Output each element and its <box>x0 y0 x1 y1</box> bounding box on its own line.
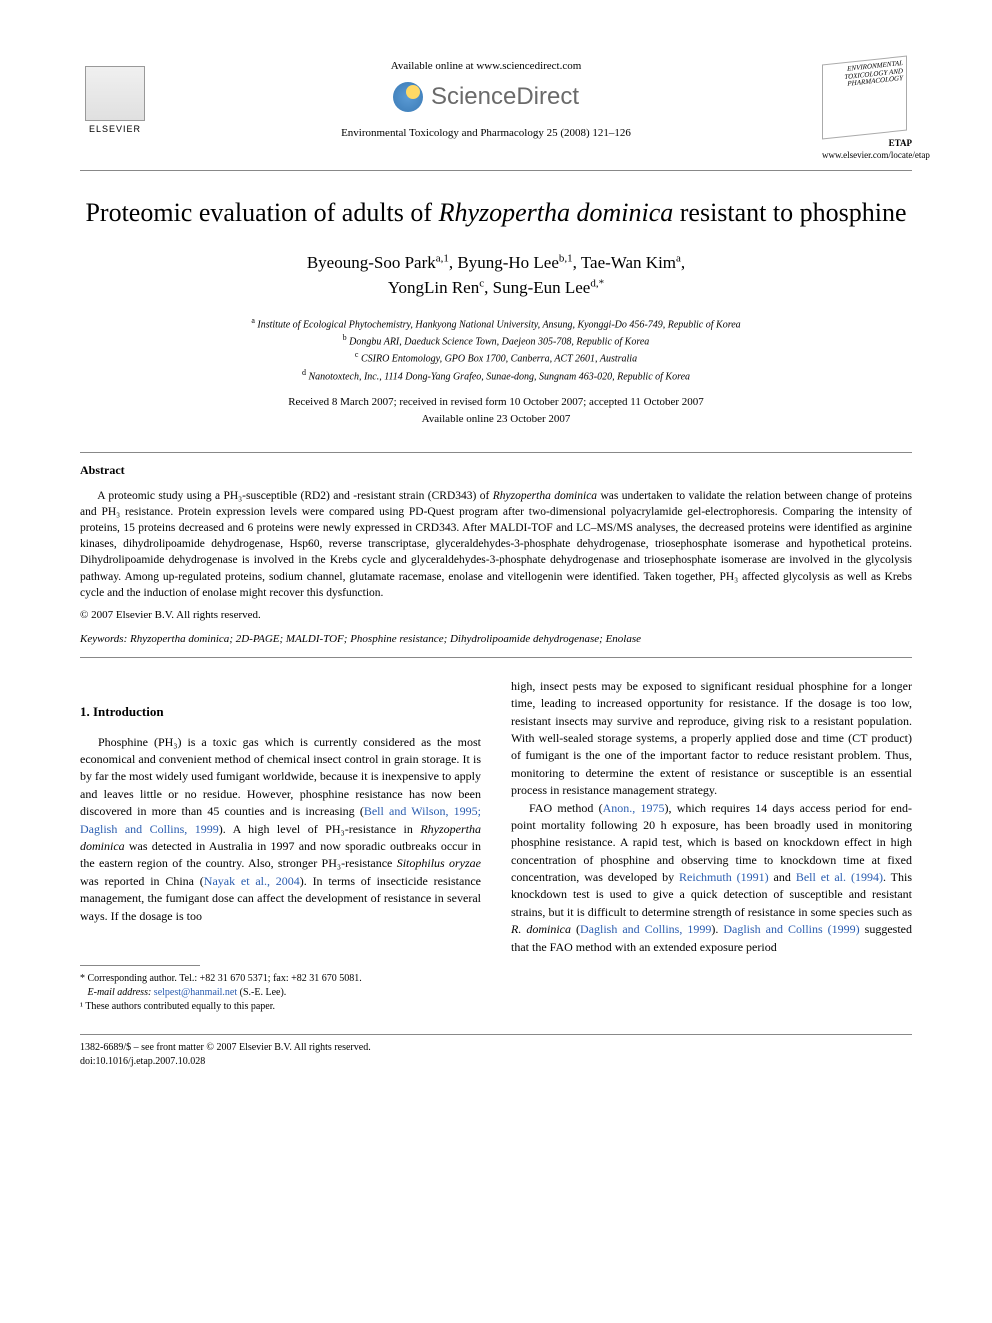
corresponding-author: * Corresponding author. Tel.: +82 31 670… <box>80 972 481 986</box>
journal-reference: Environmental Toxicology and Pharmacolog… <box>170 127 802 139</box>
affil-d: Nanotoxtech, Inc., 1114 Dong-Yang Grafeo… <box>308 371 690 382</box>
author-5: Sung-Eun Lee <box>493 278 591 297</box>
affil-a: Institute of Ecological Phytochemistry, … <box>257 319 740 330</box>
abstract-top-divider <box>80 452 912 453</box>
keywords-label: Keywords: <box>80 633 127 645</box>
journal-cover-block: ENVIRONMENTAL TOXICOLOGY AND PHARMACOLOG… <box>822 60 912 160</box>
abstract-post: was undertaken to validate the relation … <box>80 490 912 599</box>
header-divider <box>80 170 912 171</box>
affil-c: CSIRO Entomology, GPO Box 1700, Canberra… <box>361 354 637 365</box>
elsevier-logo: ELSEVIER <box>80 60 150 140</box>
p2-a: FAO method ( <box>529 801 603 815</box>
ref-bell-etal[interactable]: Bell et al. (1994) <box>796 870 883 884</box>
p2-f: ). <box>711 922 723 936</box>
intro-heading: 1. Introduction <box>80 703 481 722</box>
email-line: E-mail address: selpest@hanmail.net (S.-… <box>80 986 481 1000</box>
sciencedirect-logo: ScienceDirect <box>170 82 802 112</box>
intro-p1-left: Phosphine (PH₃) is a toxic gas which is … <box>80 734 481 925</box>
two-column-body: 1. Introduction Phosphine (PH₃) is a tox… <box>80 678 912 1014</box>
center-header: Available online at www.sciencedirect.co… <box>150 60 822 139</box>
p1-b: ). A high level of PH₃-resistance in <box>219 822 421 836</box>
keywords-species: Rhyzopertha dominica <box>130 633 229 645</box>
doi-line: doi:10.1016/j.etap.2007.10.028 <box>80 1055 912 1069</box>
author-1-sup: a,1 <box>436 252 449 264</box>
author-2: Byung-Ho Lee <box>457 253 559 272</box>
left-column: 1. Introduction Phosphine (PH₃) is a tox… <box>80 678 481 1014</box>
p2-e: ( <box>571 922 580 936</box>
p1-d: was reported in China ( <box>80 874 204 888</box>
affil-b: Dongbu ARI, Daeduck Science Town, Daejeo… <box>349 336 649 347</box>
keywords-block: Keywords: Rhyzopertha dominica; 2D-PAGE;… <box>80 633 912 645</box>
journal-url: www.elsevier.com/locate/etap <box>822 150 912 160</box>
author-2-sup: b,1 <box>559 252 573 264</box>
affiliations-block: a Institute of Ecological Phytochemistry… <box>80 315 912 384</box>
etap-label: ETAP <box>822 138 912 148</box>
intro-p2: FAO method (Anon., 1975), which requires… <box>511 800 912 957</box>
bottom-bar: 1382-6689/$ – see front matter © 2007 El… <box>80 1034 912 1069</box>
right-column: high, insect pests may be exposed to sig… <box>511 678 912 1014</box>
p1-species2: Sitophilus oryzae <box>397 856 481 870</box>
ref-nayak[interactable]: Nayak et al., 2004 <box>204 874 300 888</box>
sciencedirect-icon <box>393 82 423 112</box>
available-online-text: Available online at www.sciencedirect.co… <box>170 60 802 72</box>
author-3-sup: a <box>676 252 681 264</box>
footnote-divider <box>80 965 200 966</box>
author-4-sup: c <box>479 278 484 290</box>
author-4: YongLin Ren <box>388 278 479 297</box>
abstract-heading: Abstract <box>80 463 912 478</box>
title-species: Rhyzopertha dominica <box>439 198 674 227</box>
keywords-rest: ; 2D-PAGE; MALDI-TOF; Phosphine resistan… <box>229 633 641 645</box>
date-received: Received 8 March 2007; received in revis… <box>288 396 704 408</box>
equal-contrib: ¹ These authors contributed equally to t… <box>80 1000 481 1014</box>
email-address[interactable]: selpest@hanmail.net <box>154 987 237 998</box>
issn-line: 1382-6689/$ – see front matter © 2007 El… <box>80 1041 912 1055</box>
p2-c: and <box>769 870 796 884</box>
ref-reichmuth[interactable]: Reichmuth (1991) <box>679 870 769 884</box>
elsevier-text: ELSEVIER <box>89 124 141 134</box>
ref-anon[interactable]: Anon., 1975 <box>603 801 665 815</box>
sciencedirect-text: ScienceDirect <box>431 83 579 111</box>
author-1: Byeoung-Soo Park <box>307 253 436 272</box>
author-3: Tae-Wan Kim <box>581 253 676 272</box>
email-post: (S.-E. Lee). <box>237 987 286 998</box>
p2-species: R. dominica <box>511 922 571 936</box>
ref-daglish-2[interactable]: Daglish and Collins (1999) <box>723 922 859 936</box>
abstract-body: A proteomic study using a PH₃-susceptibl… <box>80 488 912 601</box>
header-row: ELSEVIER Available online at www.science… <box>80 60 912 160</box>
email-label: E-mail address: <box>88 987 152 998</box>
abstract-species: Rhyzopertha dominica <box>493 490 597 502</box>
abstract-bottom-divider <box>80 657 912 658</box>
title-pre: Proteomic evaluation of adults of <box>85 198 438 227</box>
author-5-sup: d,* <box>590 278 604 290</box>
abstract-pre: A proteomic study using a PH₃-susceptibl… <box>97 490 492 502</box>
abstract-copyright: © 2007 Elsevier B.V. All rights reserved… <box>80 609 912 621</box>
ref-daglish-1[interactable]: Daglish and Collins, 1999 <box>580 922 711 936</box>
dates-block: Received 8 March 2007; received in revis… <box>80 394 912 427</box>
authors-block: Byeoung-Soo Parka,1, Byung-Ho Leeb,1, Ta… <box>80 250 912 301</box>
intro-p1-right: high, insect pests may be exposed to sig… <box>511 678 912 800</box>
footnotes-block: * Corresponding author. Tel.: +82 31 670… <box>80 972 481 1014</box>
elsevier-tree-icon <box>85 66 145 121</box>
journal-cover-icon: ENVIRONMENTAL TOXICOLOGY AND PHARMACOLOG… <box>822 56 907 140</box>
date-online: Available online 23 October 2007 <box>422 413 571 425</box>
title-post: resistant to phosphine <box>673 198 906 227</box>
article-title: Proteomic evaluation of adults of Rhyzop… <box>80 196 912 230</box>
